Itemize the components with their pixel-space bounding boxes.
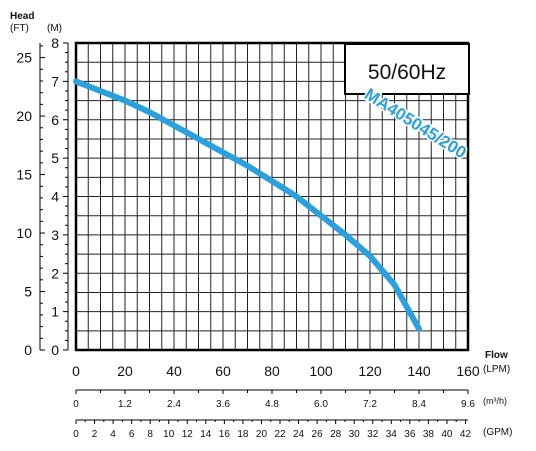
curve-model-label: MA405045/200 — [361, 85, 470, 163]
x-tick-label-lpm: 20 — [117, 363, 133, 379]
x-tick-label-gpm: 20 — [256, 429, 268, 440]
x-tick-label-gpm: 22 — [274, 429, 286, 440]
x-tick-label-m3h: 8.4 — [412, 399, 426, 410]
x-tick-label-gpm: 10 — [163, 429, 175, 440]
x-tick-label-lpm: 80 — [264, 363, 280, 379]
y-tick-label-m: 6 — [51, 112, 59, 128]
x-units-lpm: (LPM) — [483, 364, 510, 375]
x-tick-label-gpm: 40 — [441, 429, 453, 440]
x-tick-label-gpm: 42 — [460, 429, 472, 440]
x-units-m3h: (m³/h) — [483, 396, 507, 406]
badge-box — [344, 43, 470, 95]
x-tick-label-m3h: 6.0 — [314, 399, 328, 410]
y-tick-label-ft: 15 — [16, 167, 32, 183]
x-tick-label-gpm: 18 — [237, 429, 249, 440]
x-axis-title: Flow — [485, 350, 508, 361]
plot-border — [74, 41, 470, 352]
x-tick-label-gpm: 38 — [423, 429, 435, 440]
y-axis-title: Head — [10, 11, 34, 22]
y-units-ft: (FT) — [10, 23, 29, 34]
y-tick-label-ft: 5 — [24, 284, 32, 300]
y-tick-label-ft: 25 — [16, 50, 32, 66]
x-tick-label-m3h: 2.4 — [167, 399, 181, 410]
x-tick-label-m3h: 3.6 — [216, 399, 230, 410]
curve-layer: MA405045/200 — [73, 78, 471, 332]
x-tick-label-lpm: 100 — [309, 363, 333, 379]
y-tick-label-m: 1 — [51, 304, 59, 320]
y-units-m: (M) — [47, 23, 62, 34]
x-tick-label-lpm: 60 — [215, 363, 231, 379]
x-tick-label-gpm: 8 — [147, 429, 153, 440]
y-tick-label-m: 8 — [51, 35, 59, 51]
x-tick-label-m3h: 9.6 — [461, 399, 475, 410]
plot-frame — [74, 41, 470, 352]
axes: Head (FT) (M) Flow (LPM) (m³/h) (GPM) 0 1… — [10, 11, 512, 440]
x-tick-label-m3h: 4.8 — [265, 399, 279, 410]
y-tick-label-m: 7 — [51, 73, 59, 89]
y-tick-label-m: 3 — [51, 227, 59, 243]
frequency-badge: 50/60Hz — [344, 43, 470, 95]
x-tick-label-gpm: 0 — [73, 429, 79, 440]
x-tick-label-m3h: 0 — [73, 399, 79, 410]
x-tick-label-gpm: 26 — [312, 429, 324, 440]
x-tick-label-gpm: 36 — [404, 429, 416, 440]
y-tick-label-m: 0 — [51, 342, 59, 358]
x-tick-label-gpm: 12 — [182, 429, 194, 440]
x-tick-label-lpm: 0 — [72, 363, 80, 379]
x-tick-label-gpm: 16 — [219, 429, 231, 440]
y-tick-label-m: 4 — [51, 189, 59, 205]
x-tick-label-gpm: 6 — [129, 429, 135, 440]
y-tick-label-ft: 20 — [16, 108, 32, 124]
x-tick-label-lpm: 160 — [456, 363, 480, 379]
x-units-gpm: (GPM) — [483, 427, 512, 438]
x-tick-label-lpm: 40 — [166, 363, 182, 379]
x-tick-label-gpm: 4 — [110, 429, 116, 440]
x-tick-label-m3h: 1.2 — [118, 399, 132, 410]
x-tick-label-gpm: 30 — [349, 429, 361, 440]
performance-curve — [73, 78, 422, 332]
x-tick-label-gpm: 28 — [330, 429, 342, 440]
x-tick-label-lpm: 140 — [407, 363, 431, 379]
x-tick-label-m3h: 7.2 — [363, 399, 377, 410]
badge-text: 50/60Hz — [368, 61, 446, 84]
y-tick-label-m: 5 — [51, 150, 59, 166]
y-tick-label-ft: 0 — [24, 342, 32, 358]
x-tick-label-gpm: 24 — [293, 429, 305, 440]
x-tick-label-gpm: 2 — [92, 429, 98, 440]
x-tick-label-lpm: 120 — [358, 363, 382, 379]
x-tick-label-gpm: 34 — [386, 429, 398, 440]
x-tick-label-gpm: 32 — [367, 429, 379, 440]
y-tick-label-m: 2 — [51, 265, 59, 281]
x-tick-label-gpm: 14 — [200, 429, 212, 440]
y-tick-label-ft: 10 — [16, 225, 32, 241]
